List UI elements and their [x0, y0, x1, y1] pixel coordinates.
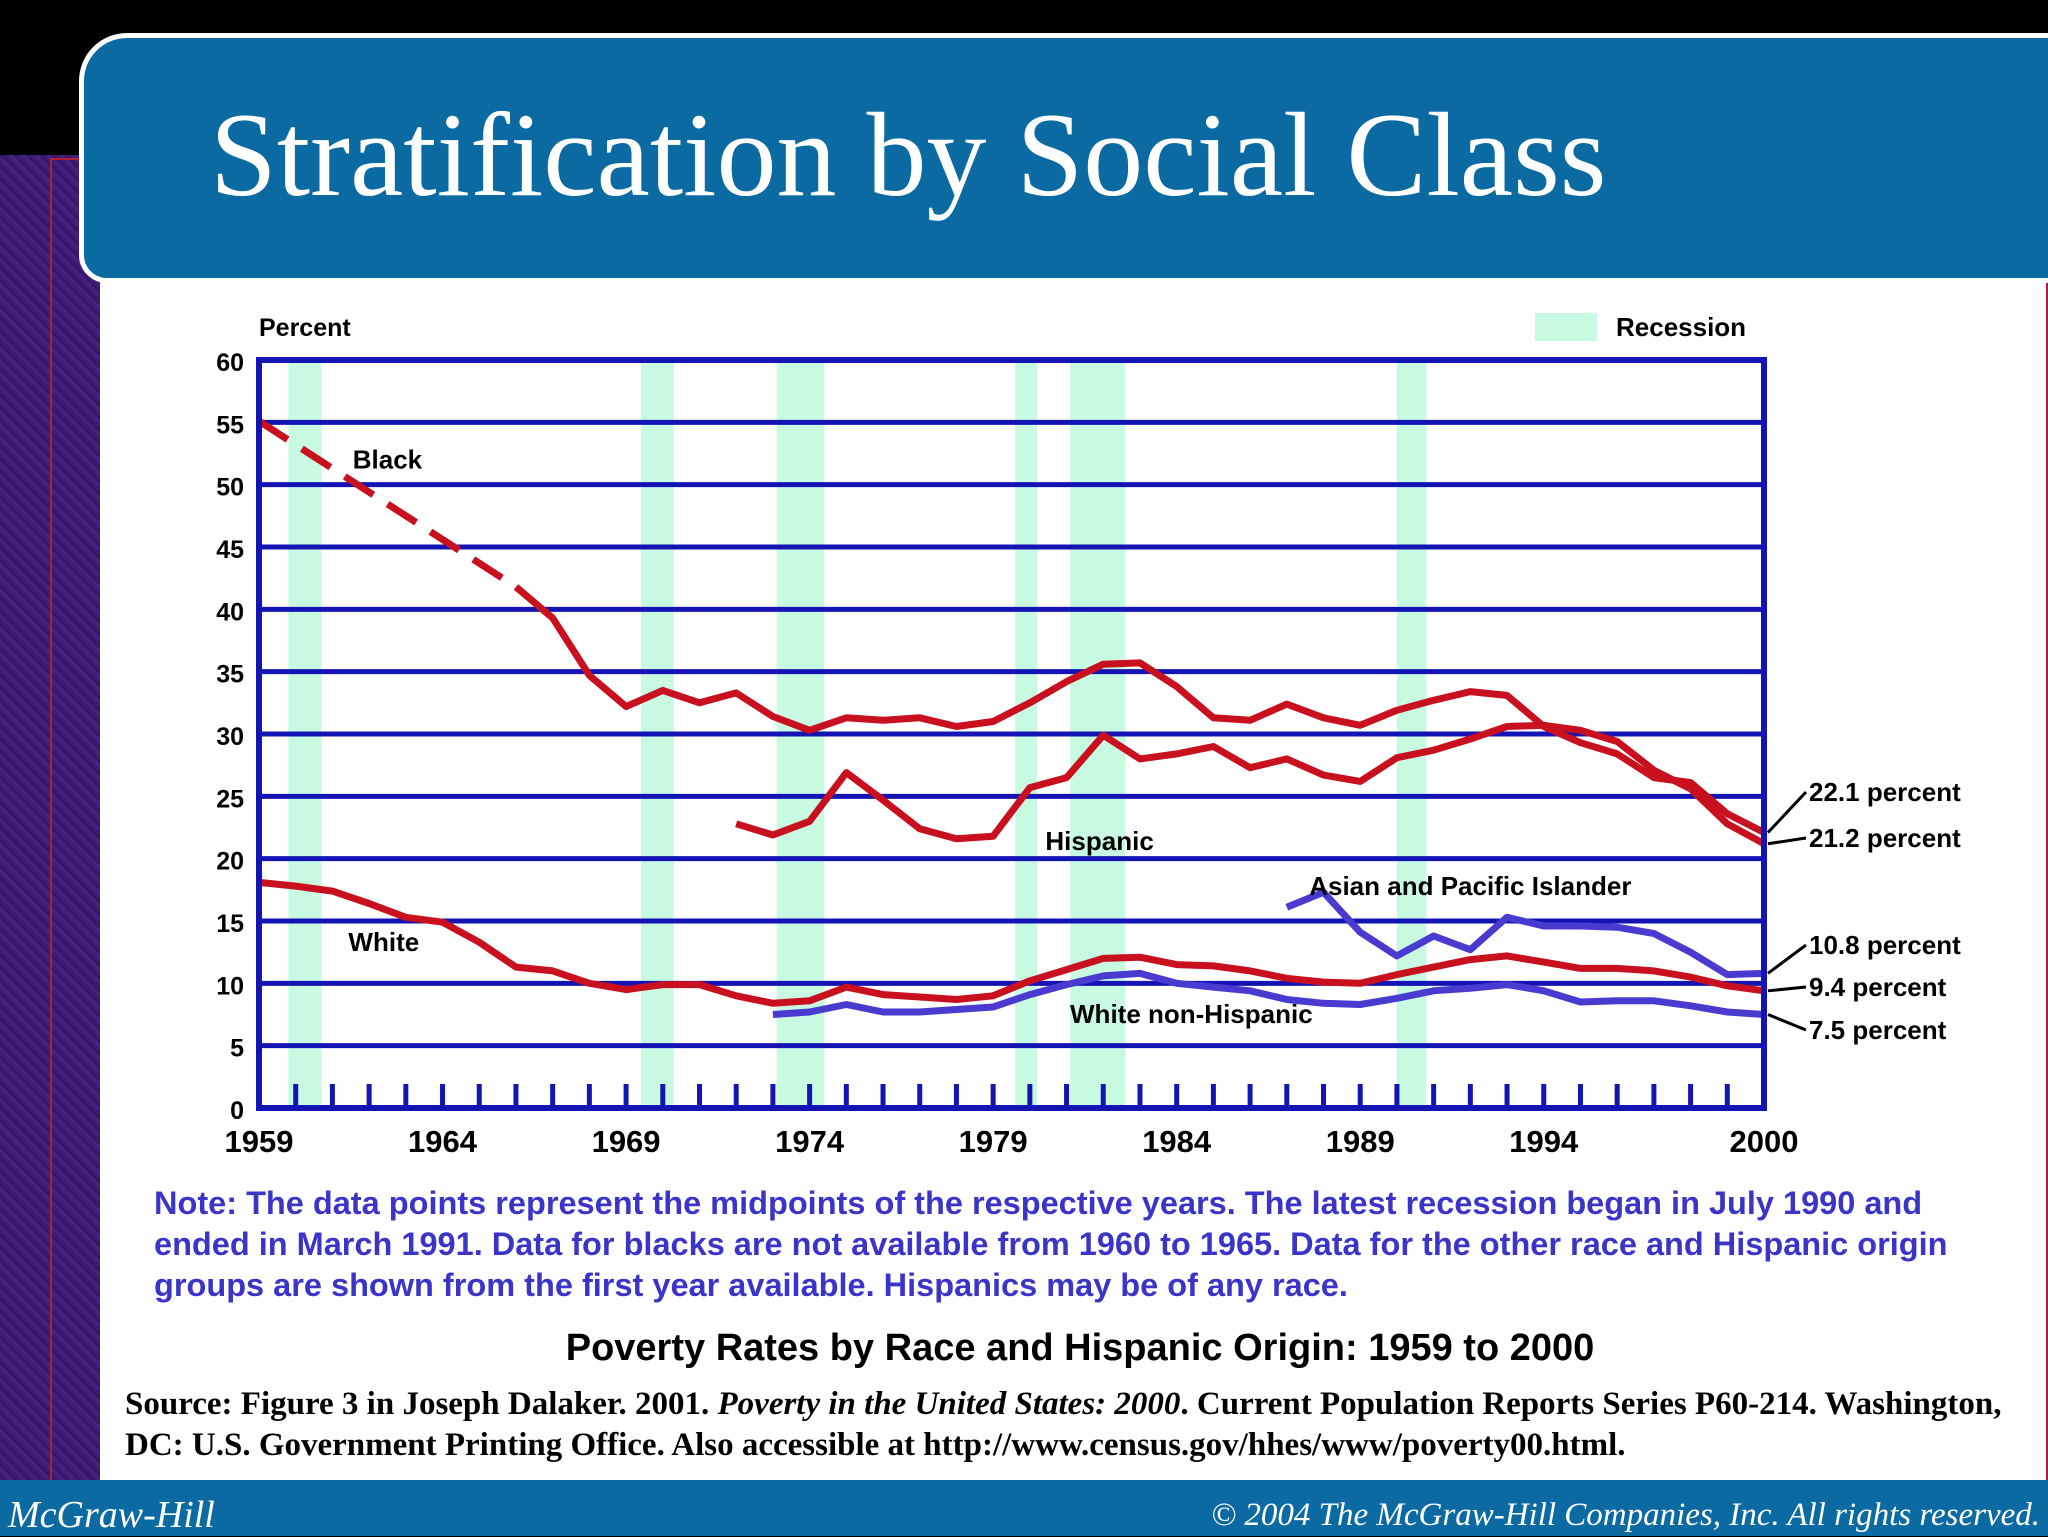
series-line: [513, 584, 1766, 836]
title-bar: [79, 33, 2048, 283]
chart-note: Note: The data points represent the midp…: [154, 1185, 1948, 1303]
end-value-label: 21.2 percent: [1809, 823, 1961, 853]
series-label: White: [348, 927, 419, 957]
source-prefix: Source: Figure 3 in Joseph Dalaker. 2001…: [125, 1386, 718, 1422]
slide-title: Stratification by Social Class: [210, 88, 1607, 221]
end-value-label: 10.8 percent: [1809, 930, 1961, 960]
source-suffix: . Current Population Reports Series P60-…: [125, 1386, 2002, 1463]
y-axis-title: Percent: [259, 314, 351, 342]
poverty-chart: Black Hispanic Asian and Pacific Islander W…: [216, 312, 1961, 1159]
y-tick-label: 40: [216, 598, 244, 626]
end-value-label: 22.1 percent: [1809, 777, 1961, 807]
x-tick-label: 1989: [1326, 1124, 1395, 1159]
x-tick-label: 1994: [1509, 1124, 1579, 1159]
series-label: Asian and Pacific Islander: [1309, 871, 1631, 901]
y-tick-label: 50: [216, 474, 244, 502]
x-tick-label: 1974: [775, 1124, 845, 1159]
y-tick-label: 20: [216, 848, 244, 876]
y-tick-label: 45: [216, 536, 244, 564]
y-tick-label: 55: [216, 411, 244, 439]
leader-line: [1766, 790, 1808, 834]
footer-bar: [0, 1480, 2048, 1536]
y-tick-label: 0: [230, 1097, 244, 1125]
series-line: [772, 969, 1765, 1018]
chart-title: Poverty Rates by Race and Hispanic Origi…: [565, 1327, 1595, 1369]
end-value-label: 7.5 percent: [1809, 1015, 1947, 1045]
series-label: White non-Hispanic: [1070, 999, 1313, 1029]
plot-frame: [256, 357, 1767, 1111]
y-tick-label: 10: [216, 972, 244, 1000]
x-tick-label: 1969: [592, 1124, 661, 1159]
leader-line: [1767, 1013, 1807, 1032]
x-tick-label: 1984: [1142, 1124, 1212, 1159]
series-label: Black: [353, 444, 423, 474]
x-tick-label: 2000: [1730, 1124, 1799, 1159]
copyright-notice: © 2004 The McGraw-Hill Companies, Inc. A…: [1211, 1497, 2040, 1533]
source-citation: Source: Figure 3 in Joseph Dalaker. 2001…: [125, 1384, 2045, 1466]
x-tick-label: 1959: [225, 1124, 294, 1159]
legend-label: Recession: [1616, 312, 1746, 342]
y-tick-label: 15: [216, 910, 244, 938]
x-tick-label: 1979: [959, 1124, 1028, 1159]
y-tick-label: 5: [230, 1035, 244, 1063]
series-line: [258, 878, 1765, 1007]
y-tick-label: 60: [216, 349, 244, 377]
legend-swatch: [1535, 313, 1597, 341]
series-line: [735, 721, 1766, 847]
leader-line: [1767, 943, 1807, 975]
y-tick-label: 35: [216, 661, 244, 689]
publisher-name: McGraw-Hill: [8, 1494, 215, 1536]
x-tick-label: 1964: [408, 1124, 478, 1159]
y-tick-label: 30: [216, 723, 244, 751]
leader-line: [1767, 985, 1807, 993]
y-tick-label: 25: [216, 785, 244, 813]
source-book: Poverty in the United States: 2000: [717, 1386, 1181, 1422]
series-line: [1285, 888, 1765, 979]
leader-line: [1767, 836, 1807, 846]
series-label: Hispanic: [1045, 826, 1153, 856]
end-value-label: 9.4 percent: [1809, 972, 1947, 1002]
